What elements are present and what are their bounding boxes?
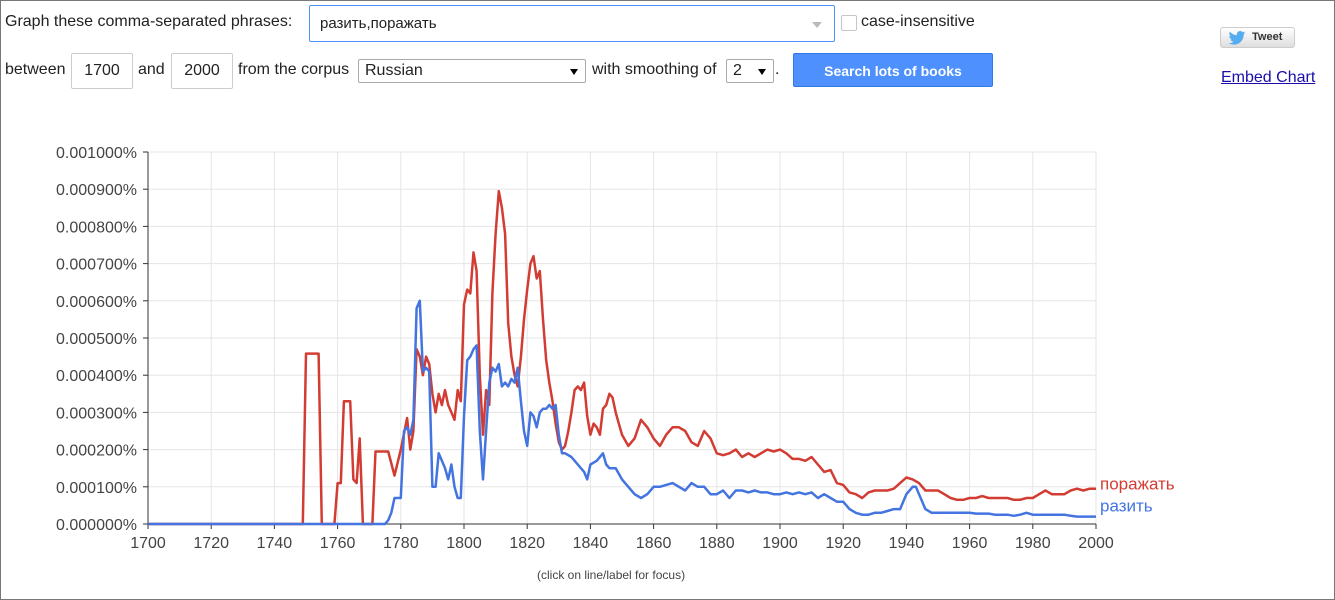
y-tick-label: 0.000900% bbox=[56, 182, 137, 199]
start-year-input[interactable]: 1700 bbox=[71, 53, 133, 89]
corpus-label: from the corpus bbox=[238, 61, 350, 78]
graph-phrases-label: Graph these comma-separated phrases: bbox=[5, 13, 293, 30]
y-tick-label: 0.000500% bbox=[56, 331, 137, 348]
x-tick-label: 1920 bbox=[825, 535, 861, 552]
series-label-porazhat[interactable]: поражать bbox=[1100, 475, 1175, 494]
embed-chart-link[interactable]: Embed Chart bbox=[1221, 69, 1316, 86]
phrases-dropdown-icon[interactable] bbox=[812, 22, 822, 28]
y-tick-label: 0.000100% bbox=[56, 480, 137, 497]
corpus-value: Russian bbox=[365, 62, 423, 79]
twitter-bird-icon bbox=[1228, 31, 1246, 45]
between-label: between bbox=[5, 61, 66, 78]
smoothing-select[interactable]: 2 bbox=[726, 59, 774, 83]
series-line-porazhat[interactable] bbox=[148, 189, 1096, 526]
x-tick-label: 1820 bbox=[509, 535, 545, 552]
series-line-razit[interactable] bbox=[148, 299, 1096, 526]
corpus-dropdown-icon bbox=[570, 69, 578, 75]
x-tick-label: 1980 bbox=[1015, 535, 1051, 552]
period-text: . bbox=[775, 61, 780, 78]
smoothing-value: 2 bbox=[733, 62, 742, 79]
smoothing-dropdown-icon bbox=[758, 69, 766, 75]
x-tick-label: 1880 bbox=[699, 535, 735, 552]
x-tick-label: 1760 bbox=[320, 535, 356, 552]
tweet-button[interactable]: Tweet bbox=[1220, 27, 1295, 48]
x-tick-label: 2000 bbox=[1078, 535, 1114, 552]
corpus-select[interactable]: Russian bbox=[358, 59, 586, 83]
y-tick-label: 0.000700% bbox=[56, 257, 137, 274]
smoothing-label: with smoothing of bbox=[592, 61, 717, 78]
x-tick-label: 1840 bbox=[573, 535, 609, 552]
case-insensitive-label: case-insensitive bbox=[861, 13, 975, 30]
phrases-value: разить,поражать bbox=[320, 15, 437, 32]
series-label-razit[interactable]: разить bbox=[1100, 497, 1153, 516]
phrases-input[interactable]: разить,поражать bbox=[309, 5, 835, 42]
chart-footnote: (click on line/label for focus) bbox=[537, 568, 686, 582]
end-year-input[interactable]: 2000 bbox=[171, 53, 233, 89]
search-button[interactable]: Search lots of books bbox=[793, 53, 993, 87]
x-tick-label: 1720 bbox=[193, 535, 229, 552]
x-tick-label: 1780 bbox=[383, 535, 419, 552]
x-tick-label: 1800 bbox=[446, 535, 482, 552]
x-tick-label: 1740 bbox=[257, 535, 293, 552]
x-tick-label: 1940 bbox=[889, 535, 925, 552]
y-tick-label: 0.000000% bbox=[56, 517, 137, 534]
y-tick-label: 0.000200% bbox=[56, 443, 137, 460]
y-tick-label: 0.001000% bbox=[56, 145, 137, 162]
x-tick-label: 1900 bbox=[762, 535, 798, 552]
and-label: and bbox=[138, 61, 165, 78]
y-tick-label: 0.000800% bbox=[56, 219, 137, 236]
x-tick-label: 1960 bbox=[952, 535, 988, 552]
y-tick-label: 0.000300% bbox=[56, 405, 137, 422]
x-tick-label: 1860 bbox=[636, 535, 672, 552]
y-tick-label: 0.000600% bbox=[56, 294, 137, 311]
x-tick-label: 1700 bbox=[130, 535, 166, 552]
tweet-label: Tweet bbox=[1252, 31, 1283, 43]
y-tick-label: 0.000400% bbox=[56, 368, 137, 385]
case-insensitive-checkbox[interactable] bbox=[841, 15, 857, 31]
